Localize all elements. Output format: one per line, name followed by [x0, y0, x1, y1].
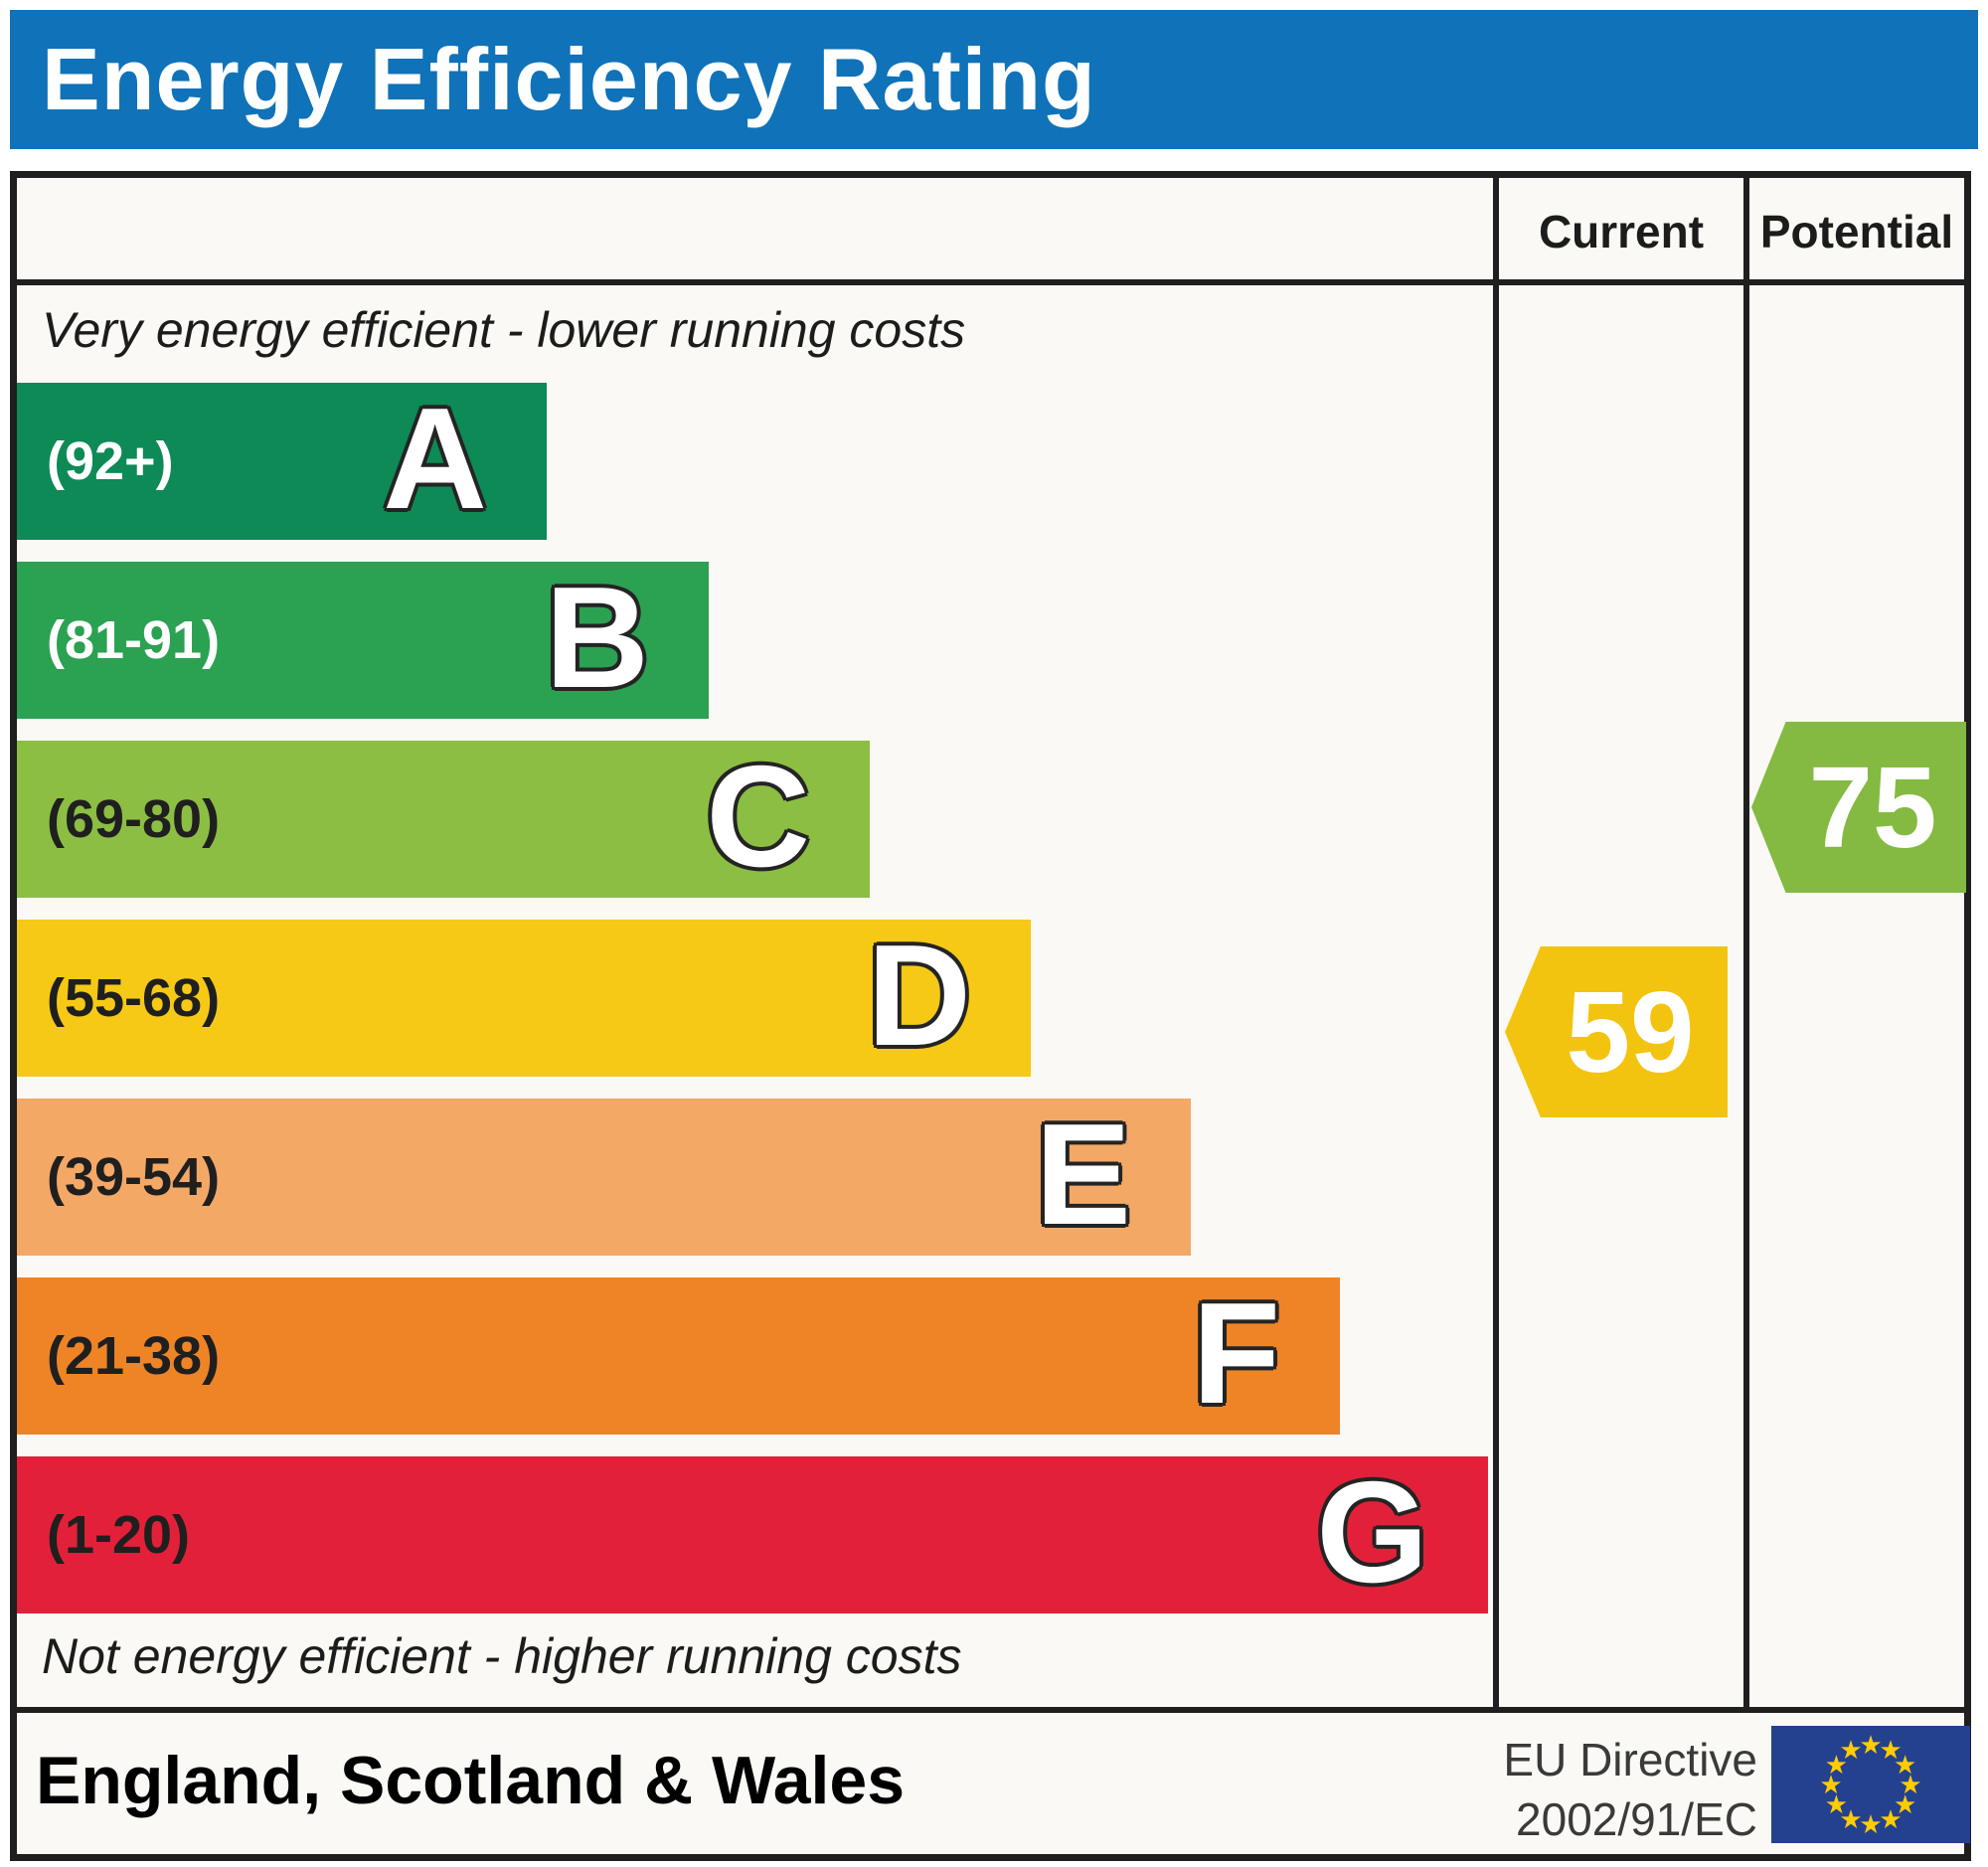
top-caption: Very energy efficient - lower running co…: [42, 302, 966, 358]
band-letter-b: B: [545, 557, 649, 718]
eu-star-icon: ★: [1879, 1803, 1903, 1834]
eu-flag-icon: ★ ★ ★ ★ ★ ★ ★ ★ ★ ★ ★ ★: [1771, 1726, 1970, 1843]
band-range-label-a: (92+): [47, 431, 174, 491]
band-letter-g: G: [1316, 1451, 1428, 1612]
band-bar-d: (55-68) D: [17, 920, 1031, 1077]
title-band: Energy Efficiency Rating: [10, 10, 1978, 149]
band-letter-c: C: [706, 736, 810, 897]
potential-column-header: Potential: [1759, 206, 1954, 257]
band-letter-f: F: [1192, 1273, 1280, 1434]
region-label: England, Scotland & Wales: [36, 1743, 906, 1818]
band-range-label-d: (55-68): [47, 968, 221, 1028]
footer-row-divider: [17, 1707, 1964, 1713]
eu-star-icon: ★: [1839, 1803, 1863, 1834]
eu-star-icon: ★: [1824, 1750, 1848, 1780]
eu-directive-line2: 2002/91/EC: [1516, 1793, 1757, 1845]
eu-star-icon: ★: [1859, 1809, 1883, 1839]
eu-star-icon: ★: [1893, 1750, 1917, 1780]
eu-star-icon: ★: [1824, 1789, 1848, 1819]
band-bar-b: (81-91) B: [17, 562, 709, 719]
band-range-label-g: (1-20): [47, 1505, 191, 1565]
band-bar-f: (21-38) F: [17, 1277, 1340, 1435]
page-title: Energy Efficiency Rating: [42, 30, 1096, 128]
bottom-caption: Not energy efficient - higher running co…: [42, 1628, 962, 1684]
band-bar-a: (92+) A: [17, 383, 547, 540]
current-column-divider: [1493, 178, 1499, 1707]
band-bar-e: (39-54) E: [17, 1099, 1191, 1256]
eu-star-icon: ★: [1893, 1789, 1917, 1819]
eu-star-icon: ★: [1859, 1730, 1883, 1760]
eu-star-icon: ★: [1899, 1770, 1922, 1799]
eu-star-icon: ★: [1879, 1735, 1903, 1766]
band-range-label-e: (39-54): [47, 1147, 221, 1207]
eu-star-icon: ★: [1839, 1735, 1863, 1766]
band-range-label-c: (69-80): [47, 789, 221, 849]
band-range-label-f: (21-38): [47, 1326, 221, 1386]
band-bar-c: (69-80) C: [17, 741, 870, 898]
potential-rating-badge: 75: [1751, 722, 1966, 893]
eu-directive-label: EU Directive 2002/91/EC: [1382, 1730, 1757, 1849]
band-letter-a: A: [383, 378, 487, 539]
header-row-divider: [17, 279, 1964, 285]
eu-star-icon: ★: [1819, 1770, 1843, 1799]
band-range-label-b: (81-91): [47, 610, 221, 670]
eu-directive-line1: EU Directive: [1503, 1734, 1757, 1785]
current-column-header: Current: [1538, 206, 1705, 257]
band-bar-g: (1-20) G: [17, 1456, 1488, 1613]
potential-column-divider: [1743, 178, 1749, 1707]
band-letter-e: E: [1035, 1094, 1131, 1255]
current-rating-badge: 59: [1505, 946, 1728, 1117]
band-letter-d: D: [867, 915, 971, 1076]
